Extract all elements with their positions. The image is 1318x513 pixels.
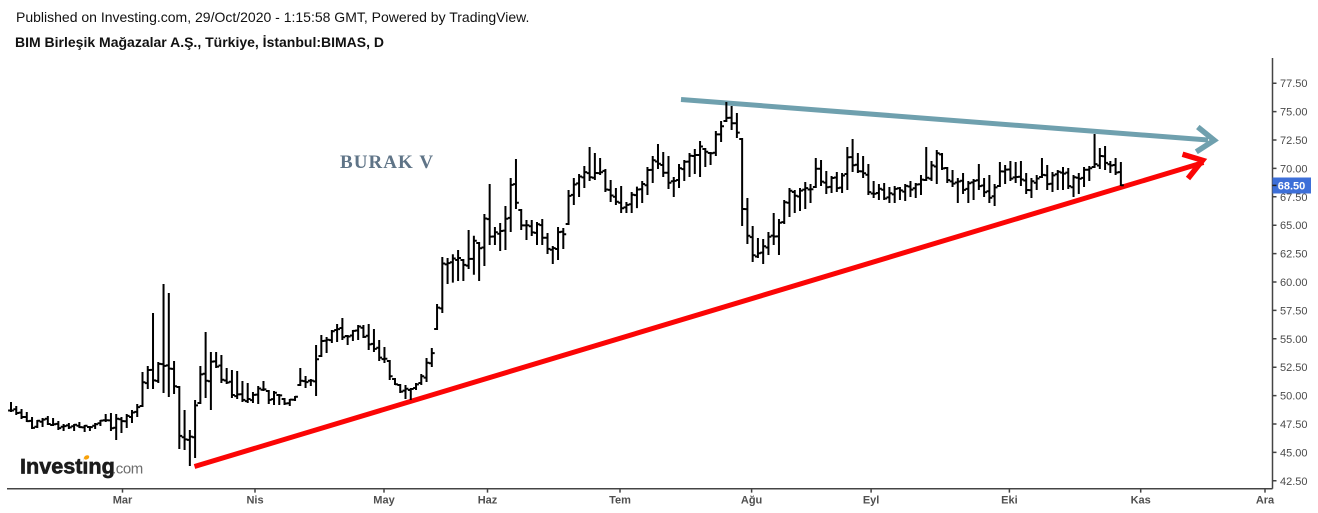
svg-text:Tem: Tem [609,495,631,507]
svg-text:77.50: 77.50 [1280,78,1308,90]
svg-text:68.50: 68.50 [1278,181,1306,193]
svg-text:Eki: Eki [1001,495,1018,507]
svg-text:50.00: 50.00 [1280,391,1308,403]
svg-text:Nis: Nis [246,495,263,507]
svg-text:42.50: 42.50 [1280,476,1308,488]
svg-text:70.00: 70.00 [1280,163,1308,175]
svg-text:72.50: 72.50 [1280,135,1308,147]
svg-text:57.50: 57.50 [1280,305,1308,317]
svg-text:Mar: Mar [113,495,133,507]
svg-text:67.50: 67.50 [1280,192,1308,204]
svg-text:BIM Birleşik Mağazalar A.Ş., T: BIM Birleşik Mağazalar A.Ş., Türkiye, İs… [15,34,384,50]
svg-text:.com: .com [112,461,143,478]
svg-text:Haz: Haz [478,495,498,507]
svg-text:55.00: 55.00 [1280,334,1308,346]
svg-text:45.00: 45.00 [1280,447,1308,459]
svg-text:62.50: 62.50 [1280,249,1308,261]
svg-text:Published on Investing.com, 29: Published on Investing.com, 29/Oct/2020 … [16,9,529,25]
svg-text:47.50: 47.50 [1280,419,1308,431]
svg-text:Kas: Kas [1131,495,1151,507]
svg-text:Investing: Investing [20,454,115,479]
svg-text:60.00: 60.00 [1280,277,1308,289]
svg-text:65.00: 65.00 [1280,220,1308,232]
svg-text:Ağu: Ağu [741,495,762,507]
svg-text:May: May [373,495,395,507]
svg-text:BURAK V: BURAK V [340,152,434,173]
svg-text:Ara: Ara [1256,495,1275,507]
svg-text:Eyl: Eyl [863,495,880,507]
svg-text:52.50: 52.50 [1280,362,1308,374]
svg-text:75.00: 75.00 [1280,107,1308,119]
